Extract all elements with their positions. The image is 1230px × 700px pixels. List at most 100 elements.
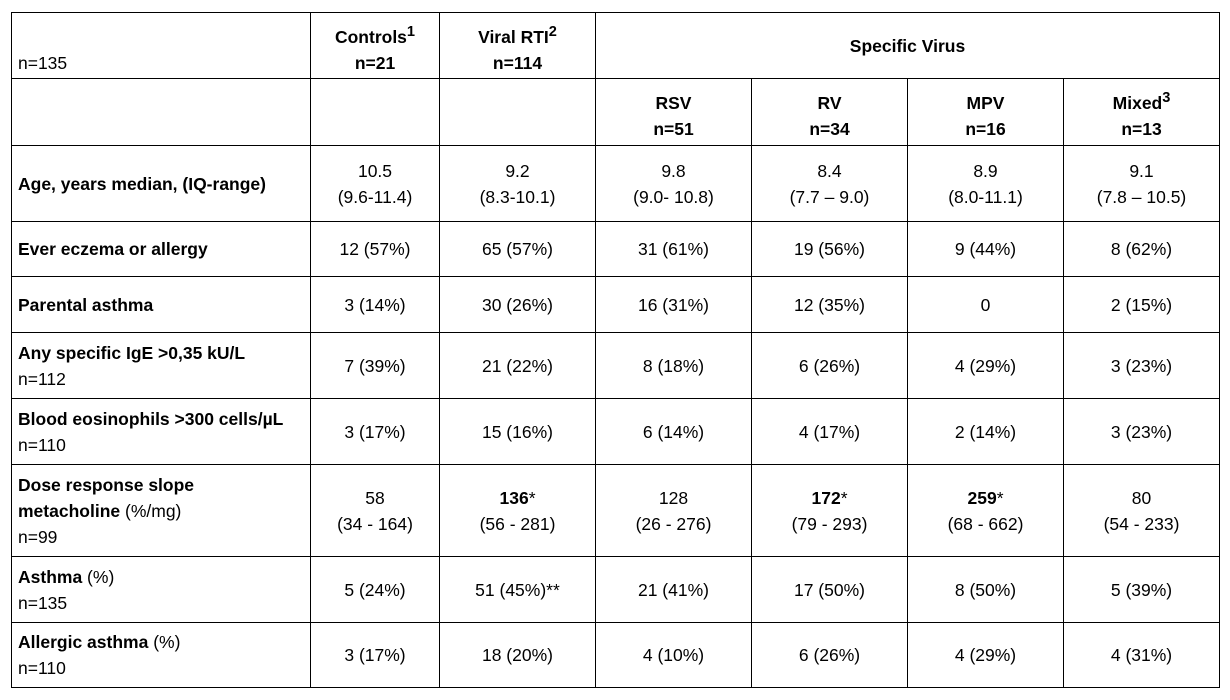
row-label-dose-response: Dose response slope metacholine (%/mg) n… xyxy=(11,464,311,557)
table-cell: 8 (18%) xyxy=(595,332,752,399)
table-cell: 4 (17%) xyxy=(751,398,908,465)
header-mixed-sup: 3 xyxy=(1162,90,1171,107)
row-label-asthma-text: Asthma xyxy=(18,566,83,587)
header-mixed-n: n=13 xyxy=(1121,119,1162,139)
table-row: Any specific IgE >0,35 kU/L n=112 7 (39%… xyxy=(11,332,1220,399)
row-label-asthma: Asthma (%) n=135 xyxy=(11,556,311,623)
row-label-parental-asthma: Parental asthma xyxy=(11,276,311,333)
table-cell: 0 xyxy=(907,276,1064,333)
table-cell: 6 (14%) xyxy=(595,398,752,465)
table-cell: 3 (23%) xyxy=(1063,332,1220,399)
table-cell: 80 (54 - 233) xyxy=(1063,464,1220,557)
table-cell: 2 (14%) xyxy=(907,398,1064,465)
table-cell: 8.4 (7.7 – 9.0) xyxy=(751,145,908,222)
table-row: Ever eczema or allergy 12 (57%) 65 (57%)… xyxy=(11,221,1220,277)
row-label-eosinophils-text: Blood eosinophils >300 cells/µL xyxy=(18,408,284,429)
table-cell: 3 (17%) xyxy=(310,622,440,688)
row-label-dose-response-b: metacholine xyxy=(18,500,121,521)
table-cell: 21 (41%) xyxy=(595,556,752,623)
row-label-dose-response-n: n=99 xyxy=(18,526,58,547)
table-cell: 4 (31%) xyxy=(1063,622,1220,688)
header-empty-3 xyxy=(439,78,596,146)
header-rsv-n: n=51 xyxy=(653,119,694,139)
table-cell: 65 (57%) xyxy=(439,221,596,277)
row-label-allergic-asthma: Allergic asthma (%) n=110 xyxy=(11,622,311,688)
row-label-allergic-asthma-unit: (%) xyxy=(148,632,181,652)
header-mixed-name: Mixed xyxy=(1112,93,1163,113)
header-rv-n: n=34 xyxy=(809,119,850,139)
table-row: Allergic asthma (%) n=110 3 (17%) 18 (20… xyxy=(11,622,1220,688)
table-cell: 3 (23%) xyxy=(1063,398,1220,465)
header-controls-sup: 1 xyxy=(406,24,416,40)
header-mpv: MPV n=16 xyxy=(907,78,1064,146)
header-viral-name: Viral RTI xyxy=(478,26,549,47)
row-label-ige-n: n=112 xyxy=(18,368,66,389)
row-label-dose-response-unit: (%/mg) xyxy=(120,500,182,521)
table-row: Asthma (%) n=135 5 (24%) 51 (45%)** 21 (… xyxy=(11,556,1220,623)
table-cell: 12 (57%) xyxy=(310,221,440,277)
table-cell: 172* (79 - 293) xyxy=(751,464,908,557)
row-label-age: Age, years median, (IQ-range) xyxy=(11,145,311,222)
table-cell: 8.9 (8.0-11.1) xyxy=(907,145,1064,222)
table-cell: 4 (29%) xyxy=(907,622,1064,688)
table-cell: 5 (39%) xyxy=(1063,556,1220,623)
table-cell: 15 (16%) xyxy=(439,398,596,465)
table-cell: 6 (26%) xyxy=(751,622,908,688)
table-cell: 5 (24%) xyxy=(310,556,440,623)
table-cell: 4 (29%) xyxy=(907,332,1064,399)
table-cell: 17 (50%) xyxy=(751,556,908,623)
table-row: Blood eosinophils >300 cells/µL n=110 3 … xyxy=(11,398,1220,465)
table-cell: 9.2 (8.3-10.1) xyxy=(439,145,596,222)
table-cell: 58 (34 - 164) xyxy=(310,464,440,557)
row-label-ige-text: Any specific IgE >0,35 kU/L xyxy=(18,342,246,363)
data-table: n=135 Controls1 n=21 Viral RTI2 n=114 Sp… xyxy=(11,12,1220,688)
corner-label: n=135 xyxy=(18,53,68,73)
table-row: Parental asthma 3 (14%) 30 (26%) 16 (31%… xyxy=(11,276,1220,333)
row-label-ige: Any specific IgE >0,35 kU/L n=112 xyxy=(11,332,311,399)
table-cell: 16 (31%) xyxy=(595,276,752,333)
corner-cell: n=135 xyxy=(11,12,311,79)
header-row-1: n=135 Controls1 n=21 Viral RTI2 n=114 Sp… xyxy=(11,12,1220,79)
header-mpv-name: MPV xyxy=(966,93,1005,113)
row-label-eczema: Ever eczema or allergy xyxy=(11,221,311,277)
table-cell: 4 (10%) xyxy=(595,622,752,688)
row-label-asthma-n: n=135 xyxy=(18,592,68,613)
table-cell: 30 (26%) xyxy=(439,276,596,333)
table-cell: 128 (26 - 276) xyxy=(595,464,752,557)
table-cell: 21 (22%) xyxy=(439,332,596,399)
table-row: Dose response slope metacholine (%/mg) n… xyxy=(11,464,1220,557)
header-controls-n: n=21 xyxy=(354,52,396,73)
header-rv-name: RV xyxy=(817,93,842,113)
header-viral-n: n=114 xyxy=(492,52,543,73)
table-cell: 8 (50%) xyxy=(907,556,1064,623)
header-row-2: RSV n=51 RV n=34 MPV n=16 Mixed3 n=13 xyxy=(11,78,1220,146)
table-cell: 2 (15%) xyxy=(1063,276,1220,333)
table-cell: 6 (26%) xyxy=(751,332,908,399)
header-empty-1 xyxy=(11,78,311,146)
table-cell: 51 (45%)** xyxy=(439,556,596,623)
table-cell: 18 (20%) xyxy=(439,622,596,688)
row-label-eosinophils-n: n=110 xyxy=(18,434,66,455)
row-label-allergic-asthma-n: n=110 xyxy=(18,658,66,678)
table-cell: 9.1 (7.8 – 10.5) xyxy=(1063,145,1220,222)
table-cell: 9 (44%) xyxy=(907,221,1064,277)
table-cell: 19 (56%) xyxy=(751,221,908,277)
table-cell: 3 (14%) xyxy=(310,276,440,333)
table-cell: 7 (39%) xyxy=(310,332,440,399)
row-label-eosinophils: Blood eosinophils >300 cells/µL n=110 xyxy=(11,398,311,465)
row-label-allergic-asthma-text: Allergic asthma xyxy=(18,632,149,652)
table-cell: 8 (62%) xyxy=(1063,221,1220,277)
header-viral-sup: 2 xyxy=(548,24,557,40)
header-specific-virus-label: Specific Virus xyxy=(849,35,966,56)
header-rsv: RSV n=51 xyxy=(595,78,752,146)
table-cell: 9.8 (9.0- 10.8) xyxy=(595,145,752,222)
header-empty-2 xyxy=(310,78,440,146)
header-rsv-name: RSV xyxy=(655,93,692,113)
header-viral: Viral RTI2 n=114 xyxy=(439,12,596,79)
table-cell: 10.5 (9.6-11.4) xyxy=(310,145,440,222)
row-label-asthma-unit: (%) xyxy=(82,566,115,587)
table-cell: 259* (68 - 662) xyxy=(907,464,1064,557)
header-controls-name: Controls xyxy=(334,26,407,47)
header-rv: RV n=34 xyxy=(751,78,908,146)
header-specific-virus: Specific Virus xyxy=(595,12,1220,79)
